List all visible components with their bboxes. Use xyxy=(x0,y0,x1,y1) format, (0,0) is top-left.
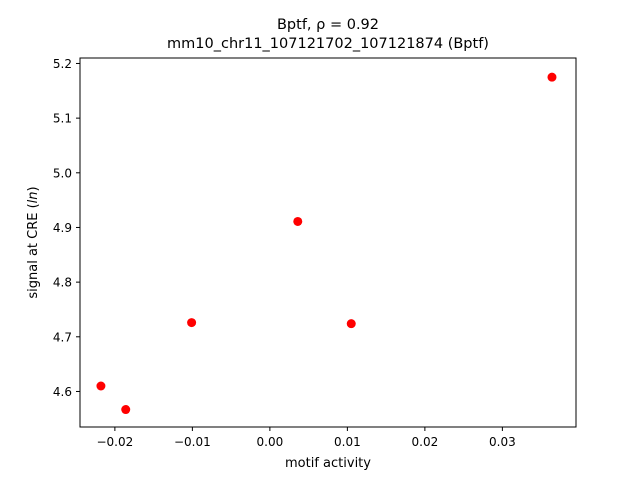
y-tick-label: 4.8 xyxy=(53,276,72,290)
chart-title-line-1: Bptf, ρ = 0.92 xyxy=(277,17,379,33)
y-tick-label: 5.2 xyxy=(53,57,72,71)
data-point xyxy=(96,381,106,391)
x-tick-label: 0.00 xyxy=(257,435,284,449)
x-tick-label: −0.02 xyxy=(96,435,133,449)
x-tick-label: 0.03 xyxy=(489,435,516,449)
data-point xyxy=(293,216,303,226)
x-tick-label: −0.01 xyxy=(174,435,211,449)
y-tick-label: 5.1 xyxy=(53,112,72,126)
y-axis-label: signal at CRE (ln) xyxy=(26,186,41,298)
data-point xyxy=(547,72,557,82)
y-tick-label: 4.6 xyxy=(53,385,72,399)
y-tick-label: 4.7 xyxy=(53,330,72,344)
chart-title-line-2: mm10_chr11_107121702_107121874 (Bptf) xyxy=(167,36,489,52)
axes-frame xyxy=(79,57,577,428)
data-point xyxy=(187,318,197,328)
data-point xyxy=(121,405,131,415)
plot-area: −0.02 −0.01 0.00 0.01 0.02 0.03 4.6 4.7 4.8 4.9 5.… xyxy=(53,57,557,449)
x-tick-label: 0.02 xyxy=(412,435,439,449)
data-point xyxy=(346,319,356,329)
x-tick-label: 0.01 xyxy=(334,435,361,449)
x-axis-label: motif activity xyxy=(285,456,371,471)
y-tick-label: 4.9 xyxy=(53,221,72,235)
y-tick-label: 5.0 xyxy=(53,166,72,180)
